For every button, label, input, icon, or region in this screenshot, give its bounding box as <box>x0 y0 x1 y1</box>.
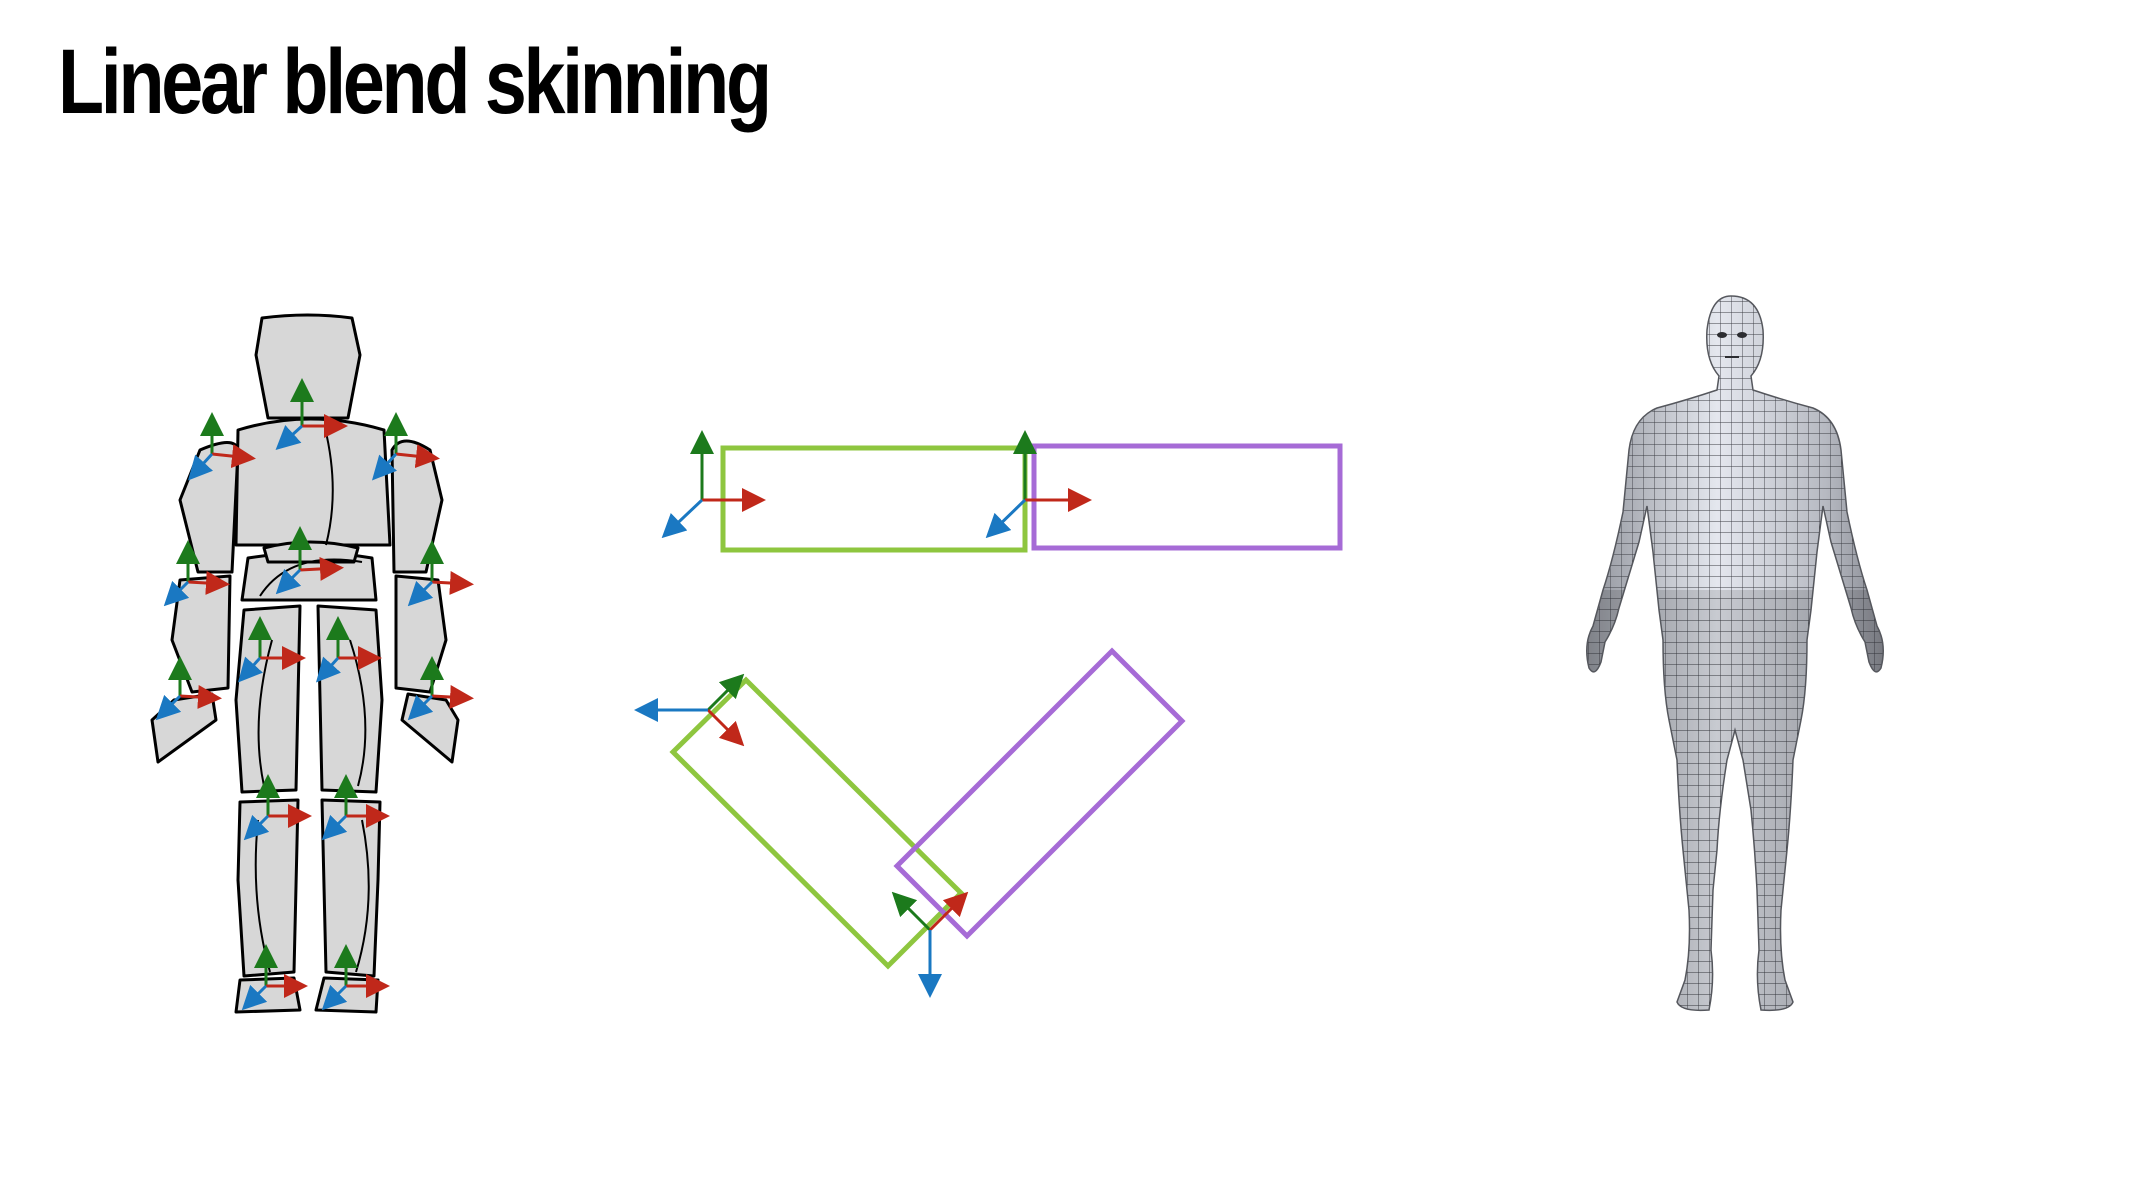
rest-frame-root <box>661 430 766 539</box>
posed-frame-joint <box>891 891 969 998</box>
joint-frame-left-ankle <box>241 944 308 1011</box>
face-features <box>1717 332 1747 358</box>
slide-title: Linear blend skinning <box>58 31 772 133</box>
joint-frame-left-shoulder <box>187 412 256 481</box>
joint-frame-right-wrist <box>407 656 474 721</box>
head-part <box>254 313 362 420</box>
left-foot <box>234 976 302 1014</box>
posed-bone-2 <box>893 647 1186 940</box>
joint-frame-left-wrist <box>155 656 222 721</box>
joint-frame-right-knee <box>321 774 390 841</box>
rest-bone-2 <box>1031 443 1343 551</box>
joint-frame-right-hip <box>315 616 382 683</box>
joint-frame-neck <box>275 378 348 451</box>
posed-frame-root <box>634 673 745 747</box>
joint-frame-left-hip <box>237 616 306 683</box>
joint-frame-right-ankle <box>321 944 390 1011</box>
joint-frame-left-elbow <box>163 540 230 607</box>
joint-frame-spine <box>275 526 344 595</box>
joint-frame-left-knee <box>243 774 312 841</box>
left-hand <box>150 692 218 764</box>
left-shin <box>236 798 300 978</box>
right-shin <box>320 798 382 978</box>
left-thigh <box>234 604 302 794</box>
bone-diagram <box>634 430 1343 998</box>
rest-bone-1 <box>720 445 1028 553</box>
torso-part <box>234 417 392 547</box>
posed-bone-1 <box>669 676 965 970</box>
joint-frame-right-elbow <box>407 540 474 607</box>
right-hand <box>400 692 460 764</box>
mesh-figure <box>1586 295 1884 1012</box>
joint-frame-right-shoulder <box>371 412 440 481</box>
rig-figure <box>150 313 474 1014</box>
right-thigh <box>316 604 384 794</box>
rest-frame-joint <box>985 430 1092 539</box>
right-upper-arm <box>390 439 444 574</box>
